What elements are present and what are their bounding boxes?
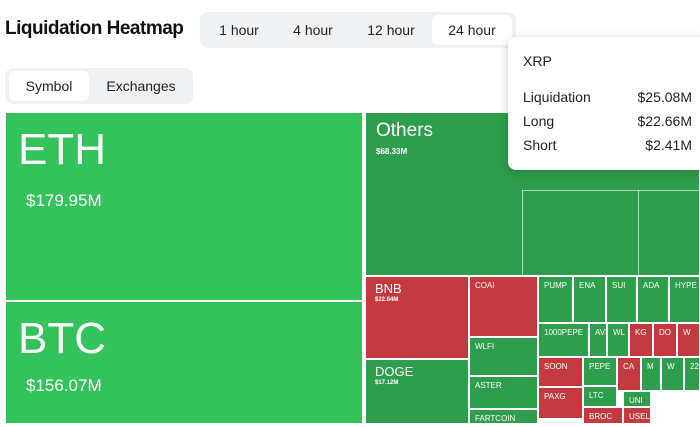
divider: [638, 190, 639, 276]
tile[interactable]: BTC $156.07M: [5, 301, 363, 424]
tile[interactable]: M: [641, 357, 661, 391]
tile[interactable]: DOGE $17.12M: [365, 359, 469, 424]
tile-label: SOON: [544, 362, 568, 371]
tooltip-value: $22.66M: [637, 113, 692, 129]
tile-value: $22.84M: [375, 297, 399, 303]
tile-label: Others: [376, 120, 434, 141]
tile-label: BNB: [375, 281, 402, 296]
tile[interactable]: COAI: [469, 276, 538, 337]
tile[interactable]: SOON: [538, 357, 583, 387]
tile[interactable]: DO: [653, 323, 677, 357]
tile-label: W: [683, 328, 691, 337]
tooltip: XRP Liquidation $25.08M Long $22.66M Short $2…: [508, 37, 700, 170]
tile[interactable]: BROC: [583, 407, 623, 424]
tile-label: 1000PEPE: [544, 328, 584, 337]
tile-label: DOGE: [375, 364, 414, 379]
time-tab[interactable]: 4 hour: [293, 22, 333, 38]
tile[interactable]: BNB $22.84M: [365, 276, 469, 359]
tile-value: $17.12M: [375, 380, 399, 386]
tile-label: WLFI: [475, 342, 495, 351]
tile[interactable]: UNI: [623, 391, 651, 407]
tile[interactable]: CA: [617, 357, 641, 391]
tile-label: BROC: [589, 412, 613, 421]
tooltip-rows: Liquidation $25.08M Long $22.66M Short $2.41M: [508, 37, 700, 170]
time-tab[interactable]: 1 hour: [219, 22, 259, 38]
tile-label: LTC: [589, 391, 604, 400]
tile-label: CA: [623, 362, 635, 371]
tooltip-symbol: XRP: [523, 53, 552, 69]
tile-label: W: [667, 362, 675, 371]
tile-label: PUMP: [544, 281, 568, 290]
tile[interactable]: 1000PEPE: [538, 323, 589, 357]
tile[interactable]: WL: [607, 323, 629, 357]
tile[interactable]: KG: [629, 323, 653, 357]
tile[interactable]: PUMP: [538, 276, 573, 323]
tile[interactable]: LTC: [583, 386, 617, 407]
time-tab[interactable]: 12 hour: [367, 22, 415, 38]
time-tabs: 1 hour 4 hour 12 hour 24 hour: [200, 12, 516, 48]
view-tab[interactable]: Exchanges: [106, 78, 176, 94]
tile-label: ADA: [643, 281, 660, 290]
tile-label: SUI: [612, 281, 626, 290]
tile[interactable]: ENA: [573, 276, 606, 323]
tile-value: $156.07M: [26, 376, 102, 395]
tile-label: M: [647, 362, 654, 371]
tooltip-value: $2.41M: [645, 137, 692, 153]
view-tabs: Symbol Exchanges: [5, 68, 193, 104]
tile[interactable]: USEL: [623, 407, 651, 424]
tile[interactable]: W: [677, 323, 700, 357]
tile[interactable]: PEPE: [583, 357, 617, 386]
tile-label: PEPE: [589, 362, 611, 371]
tile-label: HYPE: [675, 281, 697, 290]
tile[interactable]: AVN: [589, 323, 607, 357]
tile[interactable]: ETH $179.95M: [5, 112, 363, 301]
tile-label: FARTCOIN: [475, 414, 516, 423]
tile-label: BTC: [18, 314, 106, 363]
tile[interactable]: FARTCOIN: [469, 409, 538, 424]
tile[interactable]: SUI: [606, 276, 637, 323]
tile-label: PAXG: [544, 392, 566, 401]
tile[interactable]: ADA: [637, 276, 669, 323]
view-tab[interactable]: Symbol: [9, 71, 89, 101]
tooltip-label: Liquidation: [523, 89, 591, 105]
tile-label: USEL: [629, 412, 650, 421]
tile-label: ASTER: [475, 381, 502, 390]
tile-label: ETH: [18, 125, 106, 174]
tile[interactable]: WLFI: [469, 337, 538, 376]
tooltip-label: Short: [523, 137, 557, 153]
page-title: Liquidation Heatmap: [5, 18, 184, 39]
tile-label: DO: [659, 328, 671, 337]
tile-label: KG: [635, 328, 647, 337]
tile[interactable]: W: [661, 357, 684, 391]
tile-label: ENA: [579, 281, 596, 290]
tooltip-label: Long: [523, 113, 555, 129]
tooltip-value: $25.08M: [637, 89, 692, 105]
tile-label: AVN: [595, 328, 606, 337]
tile-label: 22: [690, 362, 699, 371]
tile[interactable]: HYPE: [669, 276, 700, 323]
time-tab[interactable]: 24 hour: [432, 15, 512, 45]
tile[interactable]: PAXG: [538, 387, 583, 419]
tile-label: COAI: [475, 281, 495, 290]
divider: [522, 190, 700, 191]
tile-label: WL: [613, 328, 625, 337]
tile[interactable]: ASTER: [469, 376, 538, 409]
divider: [522, 190, 523, 276]
tile[interactable]: 22: [684, 357, 700, 391]
tile-value: $179.95M: [26, 191, 102, 210]
tile-value: $68.33M: [376, 147, 408, 156]
tile-label: UNI: [629, 396, 643, 405]
